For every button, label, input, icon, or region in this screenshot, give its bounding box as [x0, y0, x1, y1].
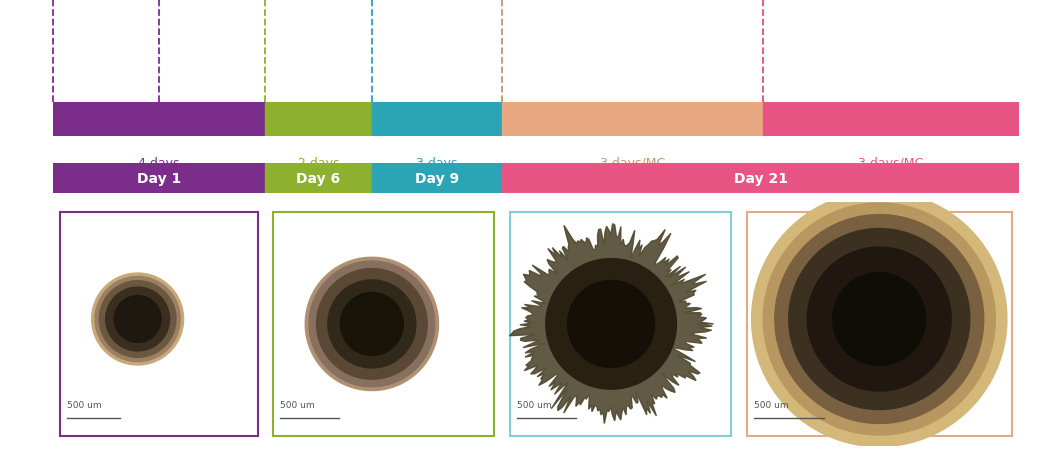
Text: 500 um: 500 um — [754, 400, 788, 410]
Bar — [502, 102, 763, 136]
Polygon shape — [545, 259, 677, 389]
Text: Day 1: Day 1 — [137, 172, 181, 186]
FancyBboxPatch shape — [510, 212, 731, 436]
Text: Day 21: Day 21 — [734, 172, 788, 186]
Text: 3 days/MC: 3 days/MC — [859, 157, 924, 170]
Polygon shape — [100, 281, 176, 358]
Bar — [372, 164, 502, 193]
Bar — [763, 102, 1019, 136]
Polygon shape — [832, 273, 926, 366]
Polygon shape — [510, 224, 714, 424]
Text: 2 days: 2 days — [297, 157, 339, 170]
Text: 500 um: 500 um — [67, 400, 102, 410]
Polygon shape — [788, 229, 970, 410]
Polygon shape — [309, 262, 435, 387]
Polygon shape — [316, 269, 427, 379]
Bar — [265, 102, 372, 136]
Text: 3 days/MC: 3 days/MC — [600, 157, 665, 170]
Polygon shape — [115, 296, 161, 343]
Polygon shape — [328, 280, 416, 368]
Polygon shape — [751, 192, 1007, 447]
Polygon shape — [305, 258, 438, 391]
Text: 500 um: 500 um — [280, 400, 314, 410]
Polygon shape — [763, 203, 995, 435]
Bar — [53, 164, 265, 193]
Bar — [53, 102, 265, 136]
Polygon shape — [95, 277, 180, 362]
Bar — [265, 164, 372, 193]
Polygon shape — [106, 288, 169, 351]
Bar — [372, 102, 502, 136]
Text: Day 6: Day 6 — [296, 172, 341, 186]
Bar — [502, 164, 1019, 193]
Polygon shape — [91, 273, 184, 365]
Text: 500 um: 500 um — [517, 400, 552, 410]
Polygon shape — [341, 293, 404, 355]
Polygon shape — [775, 215, 984, 424]
Text: 4 days: 4 days — [138, 157, 180, 170]
Polygon shape — [807, 248, 951, 391]
FancyBboxPatch shape — [273, 212, 494, 436]
Text: Day 9: Day 9 — [415, 172, 459, 186]
FancyBboxPatch shape — [60, 212, 257, 436]
FancyBboxPatch shape — [747, 212, 1012, 436]
Polygon shape — [568, 281, 655, 368]
Text: 3 days: 3 days — [415, 157, 457, 170]
